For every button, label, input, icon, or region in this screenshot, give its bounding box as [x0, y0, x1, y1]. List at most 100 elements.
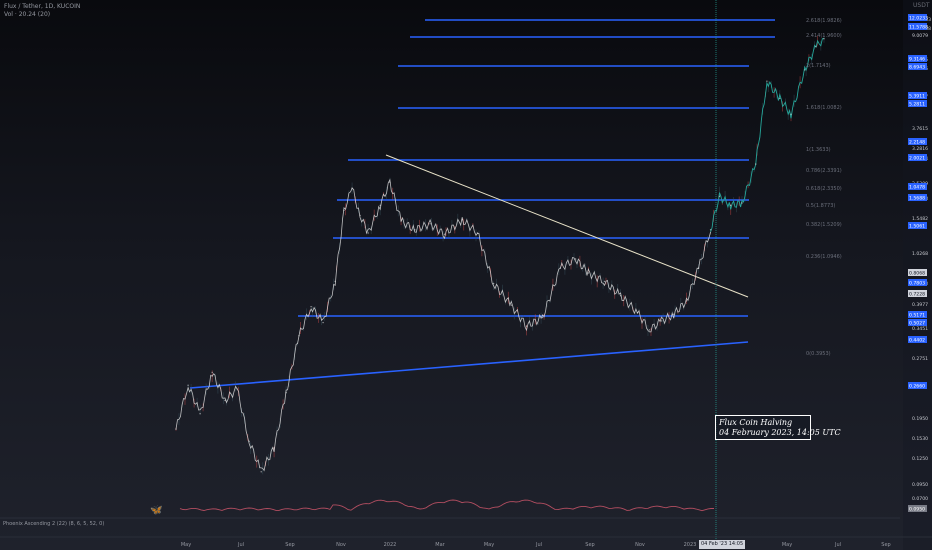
- price-point: [660, 320, 663, 322]
- price-axis-tick: 0.1250: [912, 456, 928, 462]
- fib-level-label: 1(1.3633): [806, 147, 831, 153]
- price-tag-label: 2.2148: [909, 140, 925, 146]
- fib-level-label: 0.5(1.8773): [806, 203, 835, 209]
- volume-label: Vol · 20.24 (20): [4, 11, 51, 18]
- price-tag-background: [908, 100, 927, 107]
- price-point: [389, 181, 391, 184]
- price-axis-tick: 0.3451: [912, 326, 928, 332]
- chart-title: Flux / Tether, 1D, KUCOIN: [4, 3, 81, 10]
- price-point: [199, 413, 201, 415]
- price-tag-background: [908, 55, 927, 62]
- oscillator-label: Phoenix Ascending 2 (22) (8, 6, 5, 52, 0…: [3, 521, 105, 527]
- annotation-date: 04 February 2023, 14:05 UTC: [719, 428, 841, 437]
- price-point: [429, 223, 431, 225]
- price-tag-label: 9.3146: [909, 57, 925, 63]
- time-axis-tick: May: [484, 542, 494, 548]
- price-axis-tick: 9.0079: [912, 33, 928, 39]
- price-point: [636, 312, 639, 314]
- price-point: [510, 304, 512, 306]
- price-tag-label: 5.3911: [909, 94, 925, 100]
- price-point: [790, 113, 792, 116]
- fib-level-label: 0.382(1.5209): [806, 222, 842, 228]
- price-tag-background: [908, 311, 927, 318]
- price-axis-tick: 3.7615: [912, 126, 928, 132]
- price-tag-label: 1.5061: [909, 224, 925, 230]
- price-axis-tick: 0.0950: [912, 482, 928, 488]
- time-axis-tick: Jul: [237, 542, 244, 548]
- price-tag-background: [908, 183, 927, 190]
- price-point: [175, 428, 177, 430]
- price-tag-background: [908, 92, 927, 99]
- price-axis-tick: 1.0268: [912, 251, 928, 257]
- price-tag-label: 1.0478: [909, 185, 925, 191]
- price-point: [298, 335, 300, 337]
- price-tag-label: 11.5788: [909, 25, 928, 31]
- price-axis-tick: 0.1530: [912, 436, 928, 442]
- price-point: [273, 447, 275, 449]
- price-tag-background: [908, 138, 927, 145]
- oscillator-line: [179, 499, 714, 512]
- price-point: [619, 295, 622, 297]
- price-tag-label: 0.0950: [909, 507, 925, 513]
- fib-level-label: 0.786(2.3391): [806, 168, 842, 174]
- price-point: [673, 313, 675, 315]
- price-tag-label: 5.2811: [909, 102, 925, 108]
- ascending-support-line: [189, 341, 749, 389]
- price-point: [779, 97, 781, 100]
- price-tag-background: [908, 194, 927, 201]
- price-point: [648, 329, 651, 331]
- price-tag-label: 8.6943: [909, 65, 925, 71]
- price-axis-tick: 0.0700: [912, 496, 928, 502]
- price-point: [685, 300, 688, 302]
- price-tag-background: [908, 290, 927, 297]
- time-axis-tick: Mar: [435, 542, 445, 548]
- price-point: [697, 267, 700, 269]
- price-tag-label: 12.0233: [909, 16, 928, 22]
- price-tag-label: 0.2660: [909, 384, 925, 390]
- price-tag-background: [908, 63, 927, 70]
- time-axis-tick: 2022: [384, 542, 397, 548]
- price-point: [285, 391, 287, 394]
- price-axis-tick: 1.5482: [912, 216, 928, 222]
- price-point: [476, 232, 479, 234]
- price-point: [367, 232, 369, 234]
- price-tag-label: 2.0021: [909, 156, 925, 162]
- time-axis-tick: Jul: [535, 542, 542, 548]
- annotation-title: Flux Coin Halving: [719, 418, 793, 427]
- price-tag-background: [908, 23, 927, 30]
- time-axis-tick: May: [782, 542, 792, 548]
- price-point: [414, 229, 416, 231]
- price-point: [741, 202, 743, 204]
- fib-level-label: 2.414(1.9600): [806, 33, 842, 39]
- price-tag-background: [908, 269, 927, 276]
- price-axis-tick: 3.2816: [912, 146, 928, 152]
- price-point: [815, 45, 817, 48]
- price-axis-tick: 0.3977: [912, 302, 928, 308]
- time-axis-tick: Nov: [635, 542, 645, 548]
- halving-date-tag: 04 Feb '23 14:05: [699, 540, 746, 549]
- currency-label: USDT: [913, 2, 930, 9]
- price-point: [211, 371, 213, 374]
- fib-level-label: 0.236(1.0946): [806, 254, 842, 260]
- price-point: [461, 219, 463, 221]
- fib-level-label: 1.618(1.0082): [806, 105, 842, 111]
- price-point: [224, 399, 226, 402]
- price-point: [559, 267, 561, 269]
- price-point: [400, 220, 402, 222]
- tradingview-logo-icon: 🦋: [150, 505, 163, 516]
- price-tag-label: 0.5027: [909, 321, 925, 327]
- price-point: [603, 280, 606, 283]
- price-point: [804, 69, 806, 71]
- price-point: [730, 204, 732, 207]
- fib-level-label: 0(0.3953): [806, 351, 831, 357]
- price-point: [359, 214, 361, 217]
- price-point: [260, 471, 262, 473]
- price-tag-background: [908, 14, 927, 21]
- price-tag-background: [908, 505, 927, 512]
- price-point: [322, 321, 324, 324]
- time-axis-tick: 2023: [684, 542, 697, 548]
- time-axis-tick: Sep: [285, 542, 294, 548]
- price-tag-background: [908, 319, 927, 326]
